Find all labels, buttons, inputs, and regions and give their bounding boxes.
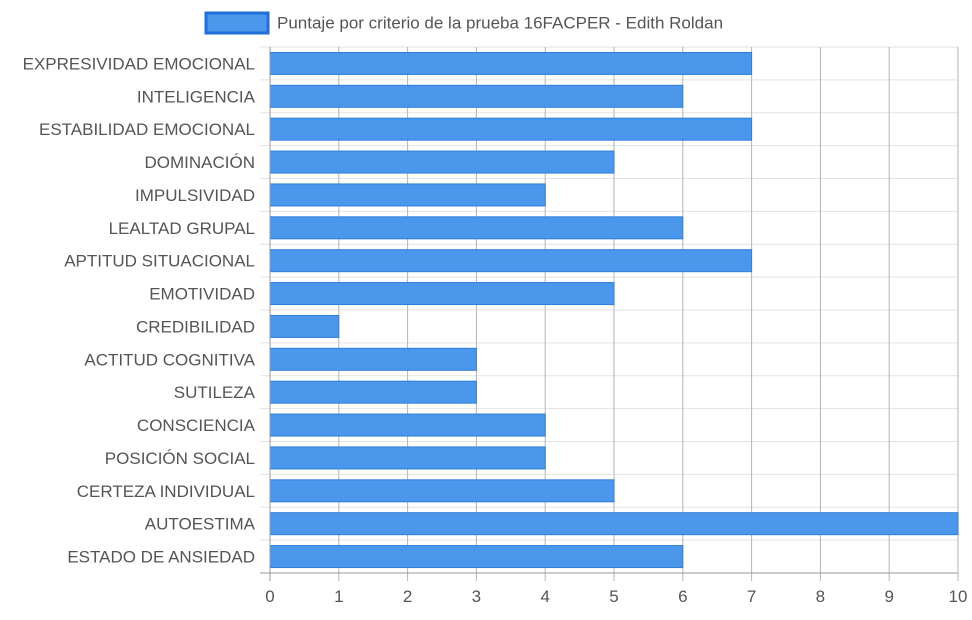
x-tick-label: 10: [949, 587, 968, 606]
category-label: CONSCIENCIA: [137, 416, 256, 435]
bar[interactable]: [269, 479, 615, 503]
category-label: EMOTIVIDAD: [149, 285, 255, 304]
x-tick-label: 6: [678, 587, 687, 606]
bar[interactable]: [269, 282, 615, 306]
bar[interactable]: [269, 183, 546, 207]
x-tick-label: 0: [265, 587, 274, 606]
x-tick-label: 5: [609, 587, 618, 606]
legend-label: Puntaje por criterio de la prueba 16FACP…: [277, 14, 723, 33]
category-label: ESTADO DE ANSIEDAD: [67, 548, 255, 567]
bar[interactable]: [269, 84, 684, 108]
category-label: POSICIÓN SOCIAL: [105, 449, 255, 468]
bar[interactable]: [269, 347, 477, 371]
bar[interactable]: [269, 51, 753, 75]
bars: [269, 51, 959, 569]
x-tick-label: 1: [334, 587, 343, 606]
category-label: APTITUD SITUACIONAL: [64, 252, 255, 271]
bar[interactable]: [269, 314, 340, 338]
category-label: CERTEZA INDIVIDUAL: [77, 482, 255, 501]
category-label: AUTOESTIMA: [145, 515, 256, 534]
x-tick-label: 9: [884, 587, 893, 606]
category-label: CREDIBILIDAD: [136, 317, 255, 336]
legend[interactable]: Puntaje por criterio de la prueba 16FACP…: [204, 11, 723, 35]
bar[interactable]: [269, 216, 684, 240]
bar[interactable]: [269, 545, 684, 569]
category-label: EXPRESIVIDAD EMOCIONAL: [23, 54, 255, 73]
legend-swatch: [204, 11, 270, 35]
category-label: LEALTAD GRUPAL: [109, 219, 255, 238]
category-label: SUTILEZA: [174, 383, 256, 402]
x-tick-label: 7: [747, 587, 756, 606]
bar[interactable]: [269, 150, 615, 174]
bar[interactable]: [269, 413, 546, 437]
x-tick-labels: 0 1 2 3 4 5 6 7 8 9 10: [265, 587, 967, 606]
x-tick-label: 8: [816, 587, 825, 606]
category-label: DOMINACIÓN: [145, 153, 256, 172]
category-label: INTELIGENCIA: [137, 87, 256, 106]
x-tick-label: 3: [472, 587, 481, 606]
category-label: ESTABILIDAD EMOCIONAL: [39, 120, 255, 139]
bar[interactable]: [269, 117, 753, 141]
bar[interactable]: [269, 512, 959, 536]
axes: [260, 47, 958, 581]
bar[interactable]: [269, 380, 477, 404]
category-label: IMPULSIVIDAD: [135, 186, 255, 205]
bar[interactable]: [269, 249, 753, 273]
category-labels: EXPRESIVIDAD EMOCIONAL INTELIGENCIA ESTABI…: [23, 54, 256, 566]
x-tick-label: 4: [540, 587, 549, 606]
category-label: ACTITUD COGNITIVA: [84, 350, 255, 369]
x-tick-label: 2: [403, 587, 412, 606]
bar[interactable]: [269, 446, 546, 470]
